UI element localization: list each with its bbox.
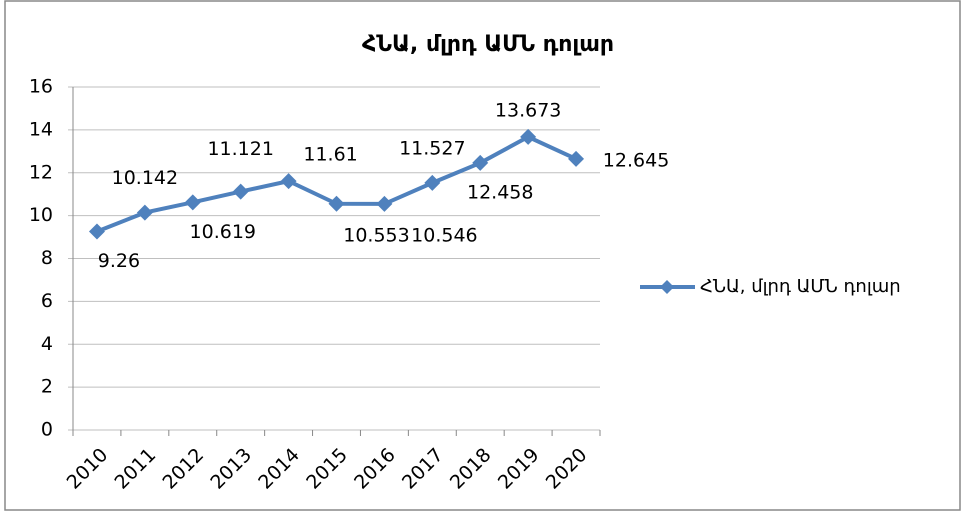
legend-label: ՀՆԱ, մլրդ ԱՄՆ դոլար	[700, 276, 901, 297]
data-label: 12.645	[603, 149, 669, 171]
data-label: 11.527	[399, 137, 465, 159]
y-tick-label: 12	[29, 161, 53, 183]
data-point	[280, 173, 297, 190]
data-label: 10.619	[190, 221, 256, 243]
y-tick-label: 16	[29, 76, 53, 98]
data-label: 10.546	[411, 224, 477, 246]
data-point	[472, 154, 489, 171]
y-tick-label: 2	[41, 376, 53, 398]
data-point	[328, 195, 345, 212]
chart-frame	[4, 0, 961, 511]
data-point	[520, 128, 537, 145]
data-point	[568, 150, 585, 167]
data-point	[184, 194, 201, 211]
legend-marker	[660, 280, 674, 294]
data-point	[232, 183, 249, 200]
y-tick-label: 8	[41, 247, 53, 269]
y-tick-label: 14	[29, 118, 53, 140]
data-point	[136, 204, 153, 221]
chart-title: ՀՆԱ, մլրդ ԱՄՆ դոլար	[362, 32, 614, 57]
data-label: 11.61	[303, 144, 357, 166]
y-tick-label: 0	[41, 419, 53, 441]
data-point	[376, 195, 393, 212]
data-label: 13.673	[495, 99, 561, 121]
data-label: 9.26	[98, 250, 140, 272]
data-point	[424, 174, 441, 191]
data-label: 10.142	[112, 167, 178, 189]
y-tick-label: 10	[29, 204, 53, 226]
y-tick-label: 6	[41, 290, 53, 312]
y-tick-label: 4	[41, 333, 53, 355]
data-label: 11.121	[207, 138, 273, 160]
data-label: 10.553	[343, 224, 409, 246]
data-point	[88, 223, 105, 240]
data-label: 12.458	[467, 181, 533, 203]
